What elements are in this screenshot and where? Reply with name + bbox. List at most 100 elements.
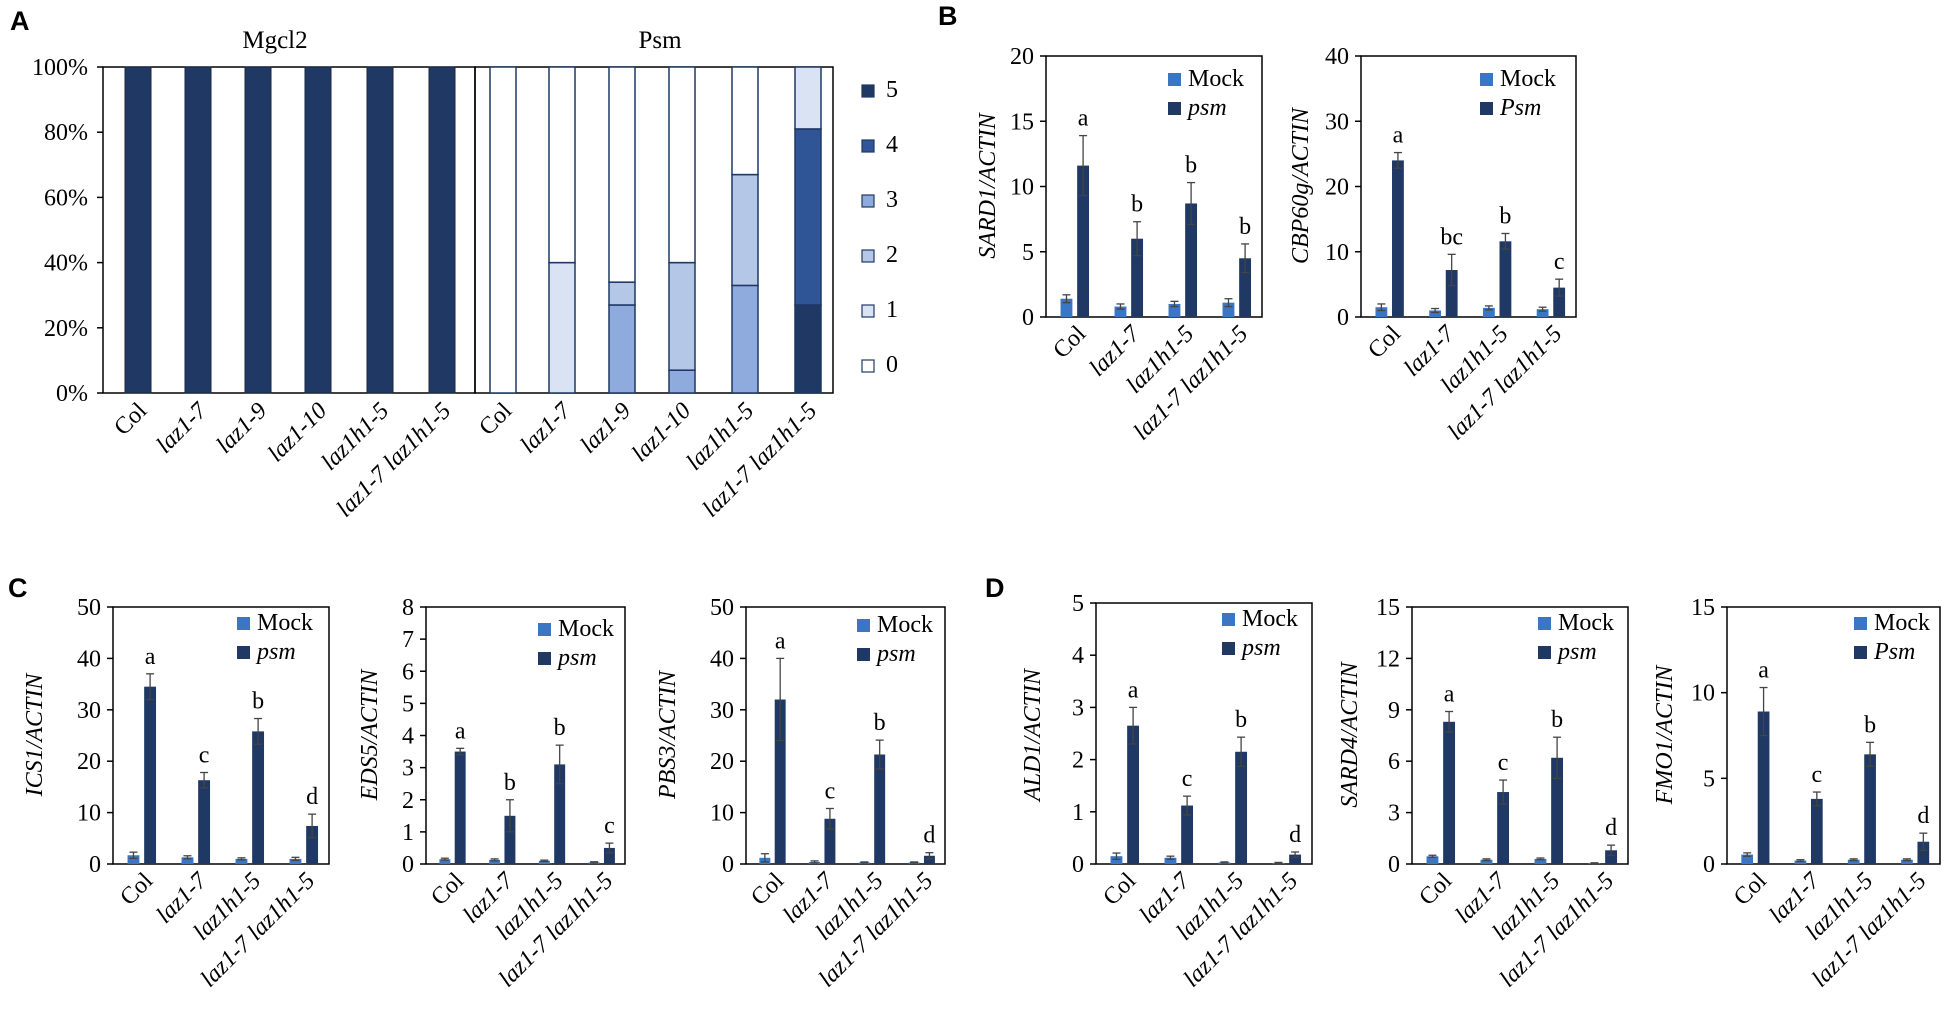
ytick-label: 6: [402, 659, 414, 685]
a-group-title: Mgcl2: [242, 27, 307, 54]
y-axis-label: ALD1/ACTIN: [1020, 667, 1046, 803]
legend-label: psm: [1240, 635, 1281, 661]
plot-frame: [1411, 606, 1629, 865]
significance-letter: bc: [1440, 224, 1463, 250]
bar-psm: [1131, 238, 1144, 317]
legend-label: psm: [1556, 639, 1597, 665]
a-xtick-label: laz1-7: [151, 397, 213, 459]
ytick-label: 5: [1072, 591, 1084, 617]
ytick-label: 7: [402, 627, 414, 653]
ytick-label: 20: [1325, 175, 1349, 201]
ytick-label: 3: [402, 756, 414, 782]
significance-letter: a: [1393, 123, 1404, 149]
ytick-label: 0: [1022, 305, 1034, 331]
y-axis-label: PBS3/ACTIN: [655, 669, 681, 800]
legend-swatch: [538, 623, 551, 636]
y-axis-label: ICS1/ACTIN: [22, 672, 48, 798]
bar-psm: [1917, 841, 1930, 864]
plot-frame: [1095, 602, 1313, 865]
significance-letter: c: [1498, 750, 1509, 776]
a-bar-segment: [668, 261, 696, 371]
a-ytick-label: 20%: [44, 316, 88, 342]
bar-mock: [289, 858, 302, 864]
legend-label: Mock: [1558, 610, 1614, 636]
legend-swatch: [1168, 73, 1181, 86]
legend-swatch: [857, 619, 870, 632]
a-ytick-label: 80%: [44, 120, 88, 146]
significance-letter: c: [604, 813, 615, 839]
bar-psm: [1077, 165, 1090, 317]
significance-letter: a: [775, 628, 786, 654]
a-bar-segment: [794, 128, 822, 306]
bar-mock: [439, 859, 451, 864]
bar-psm: [1553, 287, 1566, 317]
significance-letter: b: [1864, 712, 1876, 738]
significance-letter: b: [504, 770, 516, 796]
legend-swatch: [538, 652, 551, 665]
bar-mock: [489, 859, 501, 864]
a-legend-label: 5: [886, 77, 898, 103]
ytick-label: 15: [1376, 595, 1400, 621]
bar-psm: [1181, 805, 1194, 864]
bar-mock: [1426, 856, 1439, 864]
plot-frame: [745, 606, 946, 865]
legend-label: Mock: [558, 616, 614, 642]
legend-label: Mock: [1242, 606, 1298, 632]
ytick-label: 30: [1325, 109, 1349, 135]
significance-letter: b: [1185, 153, 1197, 179]
a-bar-segment: [184, 66, 212, 394]
a-bar-segment: [731, 66, 759, 176]
ytick-label: 40: [1325, 44, 1349, 70]
y-axis-label: SARD4/ACTIN: [1337, 660, 1363, 807]
bar-psm: [1235, 751, 1248, 864]
legend-swatch: [1222, 613, 1235, 626]
a-xtick-label: Col: [109, 398, 152, 441]
significance-letter: d: [1605, 815, 1617, 841]
a-bar-segment: [428, 66, 456, 394]
ytick-label: 5: [1022, 240, 1034, 266]
ytick-label: 0: [89, 852, 101, 878]
ytick-label: 10: [77, 801, 101, 827]
ytick-label: 1: [1072, 800, 1084, 826]
legend-swatch: [1222, 642, 1235, 655]
significance-letter: d: [306, 784, 318, 810]
ytick-label: 30: [710, 698, 734, 724]
ytick-label: 8: [402, 595, 414, 621]
bar-psm: [1289, 854, 1302, 864]
significance-letter: d: [1917, 803, 1929, 829]
ytick-label: 2: [402, 788, 414, 814]
legend-swatch: [237, 646, 250, 659]
a-legend-swatch: [861, 359, 875, 373]
ytick-label: 20: [1010, 44, 1034, 70]
a-bar-segment: [366, 66, 394, 394]
significance-letter: b: [554, 715, 566, 741]
a-bar-segment: [731, 284, 759, 394]
bar-psm: [1497, 792, 1510, 864]
bar-psm: [554, 764, 566, 864]
a-legend-swatch: [861, 304, 875, 318]
a-legend-label: 3: [886, 187, 898, 213]
y-axis-label: CBP60g/ACTIN: [1288, 106, 1314, 264]
ytick-label: 1: [402, 820, 414, 846]
ytick-label: 15: [1010, 109, 1034, 135]
panel-letter-c: C: [8, 573, 28, 603]
a-ytick-label: 100%: [32, 55, 88, 81]
bar-psm: [1864, 754, 1876, 864]
bar-psm: [252, 731, 265, 864]
legend-swatch: [1538, 617, 1551, 630]
ytick-label: 20: [77, 749, 101, 775]
significance-letter: c: [825, 778, 836, 804]
bar-psm: [454, 751, 466, 864]
a-bar-segment: [608, 304, 636, 394]
bar-psm: [1445, 270, 1458, 317]
bar-mock: [1482, 307, 1495, 317]
legend-swatch: [1480, 102, 1493, 115]
a-bar-segment: [668, 369, 696, 394]
legend-swatch: [857, 648, 870, 661]
ytick-label: 50: [77, 595, 101, 621]
significance-letter: b: [1551, 707, 1563, 733]
panel-letter-d: D: [985, 573, 1005, 603]
plot-frame: [112, 606, 330, 865]
group-box-psm: [474, 66, 834, 394]
